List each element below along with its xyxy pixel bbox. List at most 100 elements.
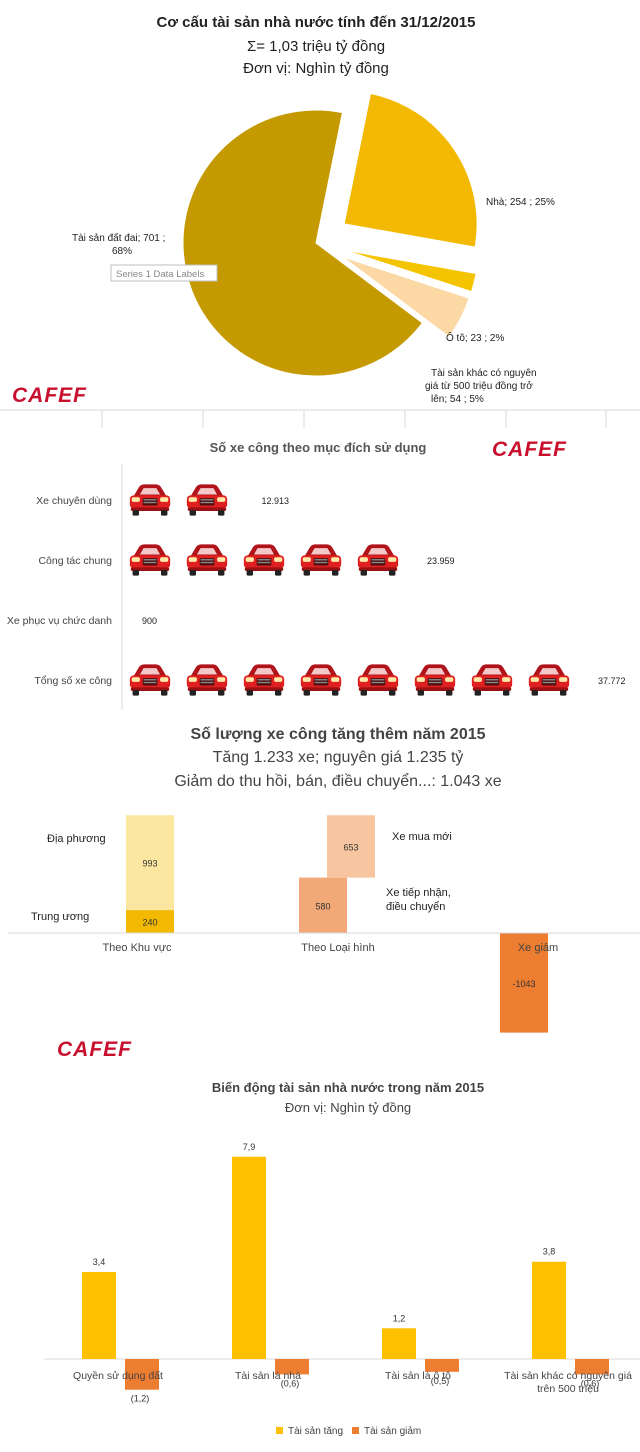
- asset-subtitle: Đơn vị: Nghìn tỷ đồng: [285, 1100, 411, 1115]
- legend-label-decrease: Tài sản giảm: [364, 1426, 421, 1437]
- veh-cat-2: Theo Loại hình: [301, 942, 374, 954]
- asset-label-decrease: (1,2): [131, 1394, 150, 1404]
- car-row-value: 37.772: [598, 676, 626, 686]
- car-icon: [243, 544, 285, 576]
- asset-change-section: Biến động tài sản nhà nước trong năm 201…: [0, 1070, 640, 1452]
- pie-label-land-b: 68%: [112, 246, 132, 257]
- veh-bar-label: 580: [315, 901, 330, 911]
- pie-chart: Cơ cấu tài sản nhà nước tính đến 31/12/2…: [0, 14, 640, 428]
- car-chart-title: Số xe công theo mục đích sử dụng: [210, 440, 427, 455]
- asset-change-chart: Biến động tài sản nhà nước trong năm 201…: [44, 1080, 640, 1437]
- veh-ann-tiep-nhan-2: điều chuyển: [386, 901, 445, 913]
- pie-slice-1: [343, 92, 478, 248]
- pie-label-car: Ô tô; 23 ; 2%: [446, 331, 504, 344]
- asset-category-label: Quyền sử dụng đất: [73, 1370, 163, 1382]
- asset-bar-decrease: [275, 1359, 309, 1375]
- veh-bar-label: 240: [142, 918, 157, 928]
- pie-label-other-c: lên; 54 ; 5%: [431, 394, 484, 405]
- car-row-value: 23.959: [427, 556, 455, 566]
- car-row-value: 900: [142, 616, 157, 626]
- asset-title: Biến động tài sản nhà nước trong năm 201…: [212, 1080, 484, 1095]
- asset-bar-increase: [532, 1261, 566, 1359]
- cafef-logo: CAFEF: [12, 384, 87, 407]
- asset-bar-decrease: [125, 1359, 159, 1390]
- asset-bar-increase: [232, 1156, 266, 1359]
- car-section: Số xe công theo mục đích sử dụng CAFEF X…: [0, 420, 640, 710]
- asset-label-increase: 1,2: [393, 1313, 406, 1323]
- car-icon: [186, 664, 228, 696]
- asset-label-decrease: (0,6): [581, 1378, 600, 1388]
- asset-label-decrease: (0,6): [281, 1378, 300, 1388]
- veh-cat-1: Theo Khu vực: [102, 942, 172, 954]
- veh-subtitle: Tăng 1.233 xe; nguyên giá 1.235 tỷ: [213, 749, 464, 766]
- car-icon: [471, 664, 513, 696]
- asset-legend: Tài sản tăng Tài sản giảm: [276, 1426, 421, 1437]
- pie-label-house: Nhà; 254 ; 25%: [486, 197, 555, 208]
- car-chart: Số xe công theo mục đích sử dụng CAFEF X…: [7, 438, 626, 710]
- car-row-label: Xe chuyên dùng: [36, 495, 112, 507]
- pie-slice-3: [342, 256, 470, 338]
- car-icon: [129, 544, 171, 576]
- pie-slice-2: [344, 249, 477, 293]
- veh-bar-label: 653: [343, 842, 358, 852]
- pie-slice-0: [182, 109, 424, 377]
- asset-category-label: trên 500 triệu: [537, 1383, 599, 1395]
- veh-bar: [126, 910, 174, 933]
- pie-label-other-a: Tài sản khác có nguyên: [431, 368, 537, 379]
- pie-section: Cơ cấu tài sản nhà nước tính đến 31/12/2…: [0, 0, 640, 428]
- asset-category-label: Tài sản là nhà: [235, 1370, 301, 1382]
- veh-ann-tiep-nhan-1: Xe tiếp nhận,: [386, 887, 451, 899]
- pie-unit: Đơn vị: Nghìn tỷ đồng: [243, 60, 389, 77]
- legend-swatch-decrease: [352, 1427, 359, 1434]
- asset-bar-decrease: [575, 1359, 609, 1375]
- veh-bar-label: -1043: [512, 979, 535, 989]
- legend-label-increase: Tài sản tăng: [288, 1426, 343, 1437]
- svg-text:CAFEF: CAFEF: [57, 1038, 132, 1061]
- veh-ann-xe-mua-moi: Xe mua mới: [392, 831, 452, 843]
- pie-subtitle: Σ= 1,03 triệu tỷ đồng: [247, 38, 385, 55]
- car-icon: [414, 664, 456, 696]
- cafef-logo-2: CAFEF: [492, 438, 567, 461]
- car-row-label: Xe phục vụ chức danh: [7, 615, 112, 627]
- asset-label-increase: 3,8: [543, 1247, 556, 1257]
- car-icon: [243, 664, 285, 696]
- veh-bar-label: 993: [142, 859, 157, 869]
- car-icon: [129, 664, 171, 696]
- car-icon: [357, 544, 399, 576]
- legend-swatch-increase: [276, 1427, 283, 1434]
- car-icon: [528, 664, 570, 696]
- asset-bar-decrease: [425, 1359, 459, 1372]
- svg-text:CAFEF: CAFEF: [492, 438, 567, 461]
- asset-label-decrease: (0,5): [431, 1376, 450, 1386]
- data-labels-tooltip-text: Series 1 Data Labels: [116, 269, 204, 280]
- car-row-value: 12.913: [261, 496, 289, 506]
- vehicle-change-section: Số lượng xe công tăng thêm năm 2015 Tăng…: [0, 710, 640, 1070]
- veh-title: Số lượng xe công tăng thêm năm 2015: [190, 726, 485, 743]
- pie-label-other-b: giá từ 500 triệu đồng trở: [425, 380, 533, 392]
- car-row-label: Công tác chung: [38, 555, 112, 567]
- veh-bar: [126, 815, 174, 911]
- asset-bar-increase: [382, 1328, 416, 1359]
- vehicle-change-chart: Số lượng xe công tăng thêm năm 2015 Tăng…: [8, 726, 640, 1061]
- car-icon: [300, 664, 342, 696]
- veh-cat-3: Xe giảm: [518, 942, 558, 954]
- asset-label-increase: 7,9: [243, 1142, 256, 1152]
- car-row-label: Tổng số xe công: [34, 675, 112, 687]
- asset-label-increase: 3,4: [93, 1257, 106, 1267]
- veh-ann-dia-phuong: Địa phương: [47, 833, 106, 845]
- veh-bar: [500, 933, 548, 1033]
- car-icon: [129, 484, 171, 516]
- car-icon: [186, 484, 228, 516]
- pie-title: Cơ cấu tài sản nhà nước tính đến 31/12/2…: [157, 14, 476, 31]
- car-icon: [300, 544, 342, 576]
- pie-label-land-a: Tài sản đất đai; 701 ;: [72, 232, 165, 244]
- asset-category-label: Tài sản là ô tô: [385, 1370, 451, 1382]
- car-icon: [186, 544, 228, 576]
- veh-bar: [299, 877, 347, 933]
- asset-category-label: Tài sản khác có nguyên giá: [504, 1370, 632, 1382]
- veh-subtitle2: Giảm do thu hồi, bán, điều chuyển...: 1.…: [174, 772, 501, 790]
- veh-bar: [327, 815, 375, 878]
- svg-text:CAFEF: CAFEF: [12, 384, 87, 407]
- veh-ann-trung-uong: Trung ương: [31, 911, 89, 923]
- data-labels-tooltip: [110, 264, 218, 282]
